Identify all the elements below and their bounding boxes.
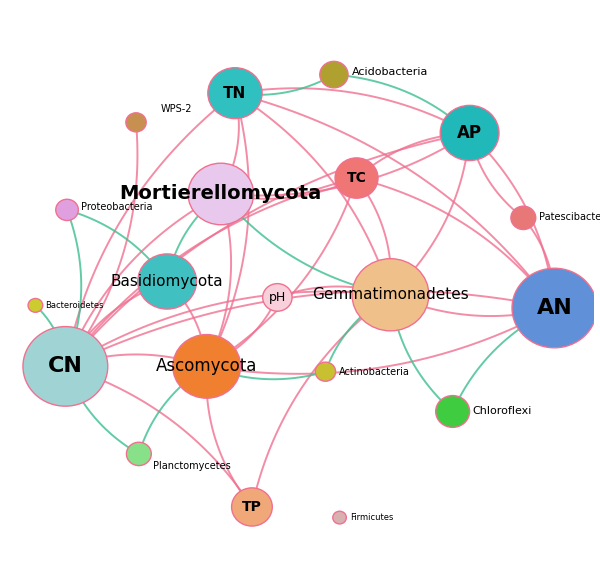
- Text: TN: TN: [223, 86, 247, 101]
- Text: Gemmatimonadetes: Gemmatimonadetes: [312, 287, 469, 302]
- Circle shape: [315, 362, 335, 381]
- Circle shape: [320, 61, 348, 88]
- Text: Bacteroidetes: Bacteroidetes: [46, 301, 104, 310]
- Text: WPS-2: WPS-2: [161, 104, 193, 114]
- Circle shape: [126, 113, 146, 132]
- Text: AN: AN: [536, 298, 572, 318]
- Text: Chloroflexi: Chloroflexi: [472, 406, 532, 417]
- Text: AP: AP: [457, 124, 482, 142]
- Circle shape: [512, 268, 597, 348]
- Text: CN: CN: [48, 356, 83, 377]
- Circle shape: [28, 298, 43, 312]
- Text: Ascomycota: Ascomycota: [156, 358, 257, 376]
- Text: Proteobacteria: Proteobacteria: [80, 202, 152, 212]
- Circle shape: [436, 396, 470, 427]
- Text: Actinobacteria: Actinobacteria: [338, 367, 409, 377]
- Text: TC: TC: [347, 171, 367, 185]
- Circle shape: [56, 199, 79, 221]
- Text: Patescibacteria: Patescibacteria: [539, 212, 600, 222]
- Text: Basidiomycota: Basidiomycota: [111, 274, 223, 289]
- Circle shape: [188, 163, 254, 225]
- Circle shape: [127, 443, 151, 466]
- Text: Mortierellomycota: Mortierellomycota: [120, 185, 322, 203]
- Circle shape: [352, 258, 429, 331]
- Circle shape: [23, 327, 108, 406]
- Text: pH: pH: [269, 291, 286, 304]
- Text: Acidobacteria: Acidobacteria: [352, 67, 428, 77]
- Circle shape: [335, 158, 378, 198]
- Circle shape: [208, 68, 262, 119]
- Circle shape: [263, 284, 292, 311]
- Circle shape: [333, 511, 346, 524]
- Text: Planctomycetes: Planctomycetes: [153, 461, 231, 471]
- Circle shape: [511, 206, 536, 230]
- Text: TP: TP: [242, 500, 262, 514]
- Circle shape: [173, 334, 241, 398]
- Circle shape: [232, 488, 272, 526]
- Circle shape: [138, 254, 197, 309]
- Text: Firmicutes: Firmicutes: [350, 513, 393, 522]
- Circle shape: [440, 105, 499, 160]
